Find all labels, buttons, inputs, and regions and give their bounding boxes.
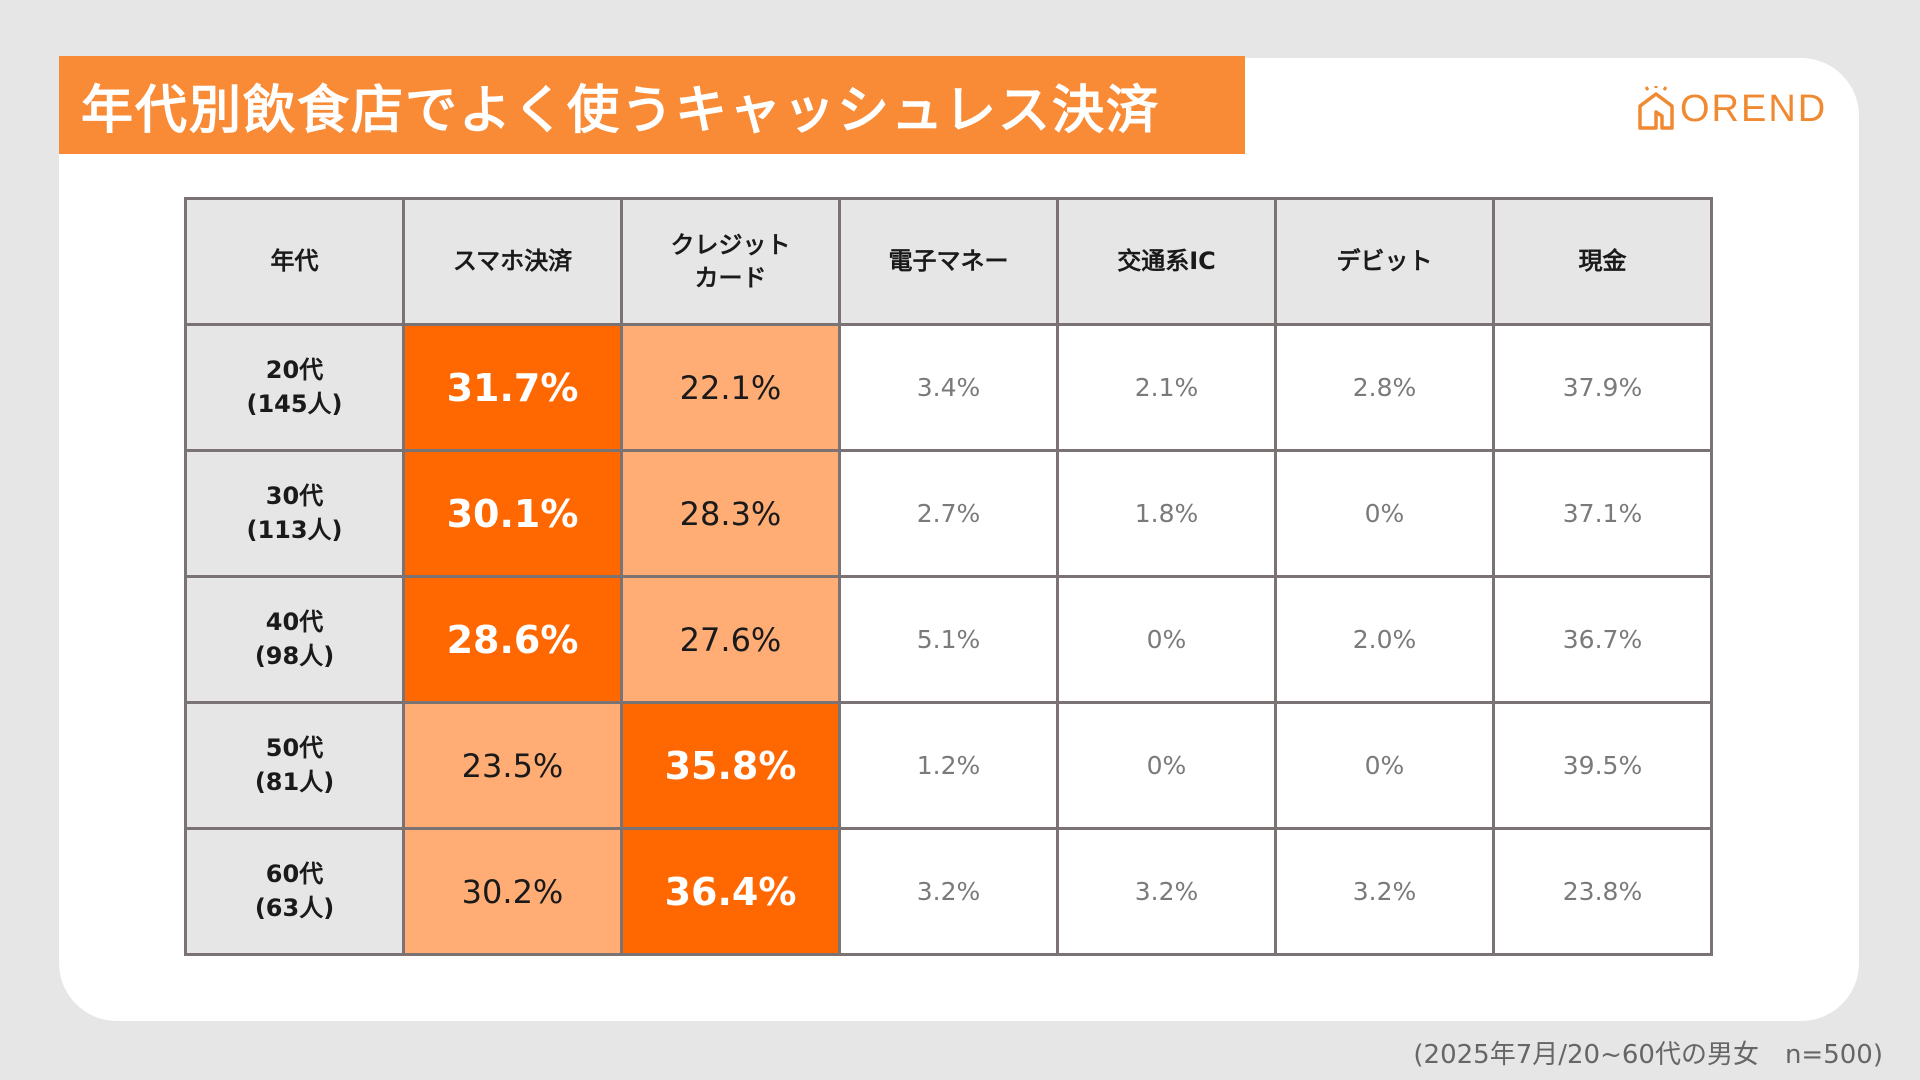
value-cell: 3.2% (838, 827, 1059, 956)
value-cell: 0% (1056, 575, 1277, 704)
value-cell: 3.4% (838, 323, 1059, 452)
header-row: 年代 スマホ決済 クレジット カード 電子マネー 交通系IC デビット 現金 (184, 197, 1713, 326)
value-cell: 1.2% (838, 701, 1059, 830)
value-cell: 27.6% (620, 575, 841, 704)
row-label: 40代 (98人) (184, 575, 405, 704)
value-cell: 23.5% (402, 701, 623, 830)
value-cell: 36.7% (1492, 575, 1713, 704)
value-cell: 36.4% (620, 827, 841, 956)
col-header: 交通系IC (1056, 197, 1277, 326)
table-row: 60代 (63人) 30.2% 36.4% 3.2% 3.2% 3.2% 23.8% (184, 827, 1713, 956)
value-cell: 0% (1056, 701, 1277, 830)
brand-logo: OREND (1636, 86, 1827, 132)
value-cell: 3.2% (1056, 827, 1277, 956)
house-logo-icon (1638, 86, 1674, 130)
value-cell: 2.1% (1056, 323, 1277, 452)
value-cell: 1.8% (1056, 449, 1277, 578)
value-cell: 35.8% (620, 701, 841, 830)
row-label: 20代 (145人) (184, 323, 405, 452)
row-label: 60代 (63人) (184, 827, 405, 956)
col-header: 年代 (184, 197, 405, 326)
page-title: 年代別飲食店でよく使うキャッシュレス決済 (81, 80, 1160, 141)
value-cell: 0% (1274, 449, 1495, 578)
value-cell: 22.1% (620, 323, 841, 452)
row-label: 30代 (113人) (184, 449, 405, 578)
value-cell: 39.5% (1492, 701, 1713, 830)
value-cell: 2.8% (1274, 323, 1495, 452)
col-header: 現金 (1492, 197, 1713, 326)
brand-name: OREND (1680, 87, 1828, 130)
value-cell: 2.7% (838, 449, 1059, 578)
value-cell: 2.0% (1274, 575, 1495, 704)
table-row: 30代 (113人) 30.1% 28.3% 2.7% 1.8% 0% 37.1% (184, 449, 1713, 578)
col-header: スマホ決済 (402, 197, 623, 326)
col-header: クレジット カード (620, 197, 841, 326)
title-banner: 年代別飲食店でよく使うキャッシュレス決済 (59, 56, 1245, 154)
value-cell: 3.2% (1274, 827, 1495, 956)
cashless-payment-table: 年代 スマホ決済 クレジット カード 電子マネー 交通系IC デビット 現金 20… (184, 197, 1713, 956)
value-cell: 28.3% (620, 449, 841, 578)
table-row: 20代 (145人) 31.7% 22.1% 3.4% 2.1% 2.8% 37.9% (184, 323, 1713, 452)
table-row: 50代 (81人) 23.5% 35.8% 1.2% 0% 0% 39.5% (184, 701, 1713, 830)
value-cell: 30.1% (402, 449, 623, 578)
value-cell: 5.1% (838, 575, 1059, 704)
survey-footnote: (2025年7月/20~60代の男女 n=500) (1413, 1040, 1883, 1070)
value-cell: 0% (1274, 701, 1495, 830)
row-label: 50代 (81人) (184, 701, 405, 830)
value-cell: 37.1% (1492, 449, 1713, 578)
table-row: 40代 (98人) 28.6% 27.6% 5.1% 0% 2.0% 36.7% (184, 575, 1713, 704)
value-cell: 31.7% (402, 323, 623, 452)
value-cell: 37.9% (1492, 323, 1713, 452)
value-cell: 30.2% (402, 827, 623, 956)
col-header: 電子マネー (838, 197, 1059, 326)
col-header: デビット (1274, 197, 1495, 326)
value-cell: 28.6% (402, 575, 623, 704)
value-cell: 23.8% (1492, 827, 1713, 956)
